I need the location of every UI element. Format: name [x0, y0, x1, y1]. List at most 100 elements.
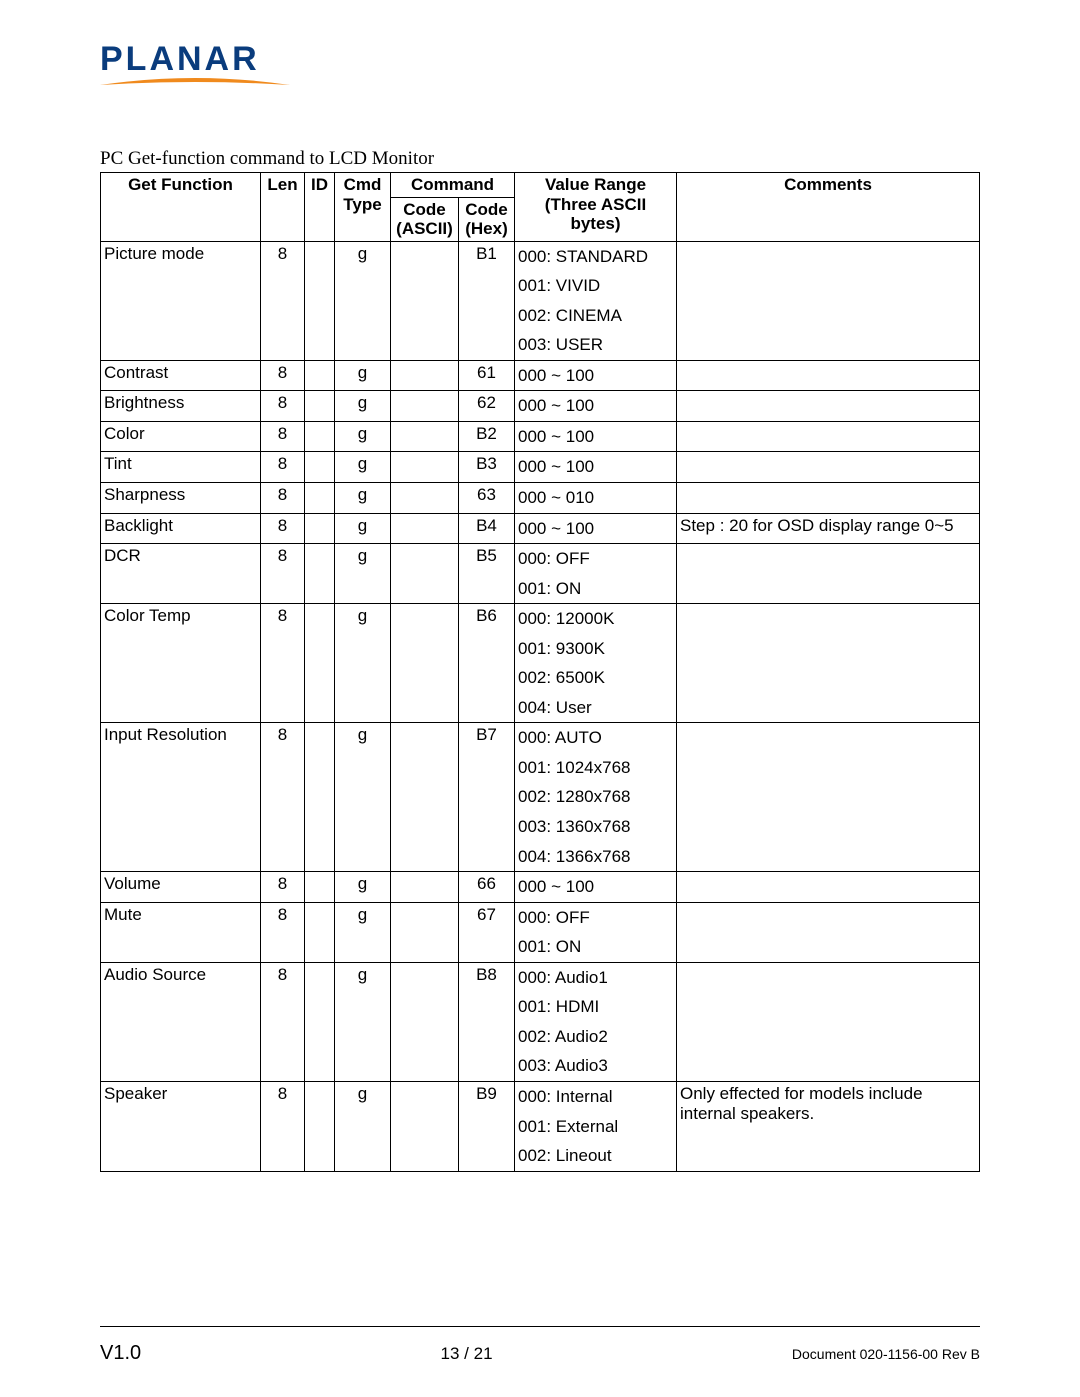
cell-id [305, 452, 335, 483]
value-range-line: 003: USER [518, 332, 673, 358]
cell-cmd-type: g [335, 513, 391, 544]
value-range-line: 002: 6500K [518, 665, 673, 695]
command-table: Get Function Len ID Cmd Type Command Val… [100, 172, 980, 1172]
value-range-line: 000 ~ 010 [518, 485, 673, 511]
cell-len: 8 [261, 962, 305, 1081]
cell-id [305, 360, 335, 391]
cell-comments [677, 391, 980, 422]
cell-function: Tint [101, 452, 261, 483]
cell-code-ascii [391, 452, 459, 483]
cell-value-range: 000 ~ 100 [515, 872, 677, 903]
cell-code-ascii [391, 421, 459, 452]
cell-id [305, 872, 335, 903]
cell-id [305, 241, 335, 360]
cell-id [305, 604, 335, 723]
value-range-line: 000: Audio1 [518, 965, 673, 995]
hdr-comments: Comments [677, 173, 980, 242]
value-range-line: 001: HDMI [518, 994, 673, 1024]
cell-comments [677, 452, 980, 483]
table-row: Brightness8g62000 ~ 100 [101, 391, 980, 422]
table-row: Tint8gB3000 ~ 100 [101, 452, 980, 483]
cell-function: Brightness [101, 391, 261, 422]
cell-function: Contrast [101, 360, 261, 391]
cell-code-ascii [391, 962, 459, 1081]
cell-code-ascii [391, 723, 459, 872]
cell-value-range: 000: OFF001: ON [515, 544, 677, 604]
cell-code-hex: B4 [459, 513, 515, 544]
cell-function: Mute [101, 902, 261, 962]
value-range-line: 000 ~ 100 [518, 424, 673, 450]
footer-rule [100, 1326, 980, 1327]
cell-id [305, 902, 335, 962]
cell-value-range: 000: Audio1001: HDMI002: Audio2003: Audi… [515, 962, 677, 1081]
cell-len: 8 [261, 513, 305, 544]
cell-comments [677, 483, 980, 514]
cell-cmd-type: g [335, 872, 391, 903]
cell-function: Sharpness [101, 483, 261, 514]
hdr-command: Command [391, 173, 515, 198]
table-row: Color8gB2000 ~ 100 [101, 421, 980, 452]
cell-cmd-type: g [335, 1081, 391, 1171]
cell-len: 8 [261, 872, 305, 903]
value-range-line: 000: STANDARD [518, 244, 673, 274]
table-caption: PC Get-function command to LCD Monitor [100, 148, 980, 170]
footer-page: 13 / 21 [441, 1344, 493, 1364]
cell-len: 8 [261, 902, 305, 962]
cell-code-hex: B8 [459, 962, 515, 1081]
cell-id [305, 962, 335, 1081]
cell-len: 8 [261, 723, 305, 872]
cell-code-ascii [391, 872, 459, 903]
value-range-line: 004: 1366x768 [518, 844, 673, 870]
cell-code-ascii [391, 391, 459, 422]
value-range-line: 001: 1024x768 [518, 755, 673, 785]
value-range-line: 001: ON [518, 576, 673, 602]
table-header: Get Function Len ID Cmd Type Command Val… [101, 173, 980, 242]
cell-code-hex: B7 [459, 723, 515, 872]
logo: PLANAR [100, 40, 980, 98]
value-range-line: 004: User [518, 695, 673, 721]
cell-function: Audio Source [101, 962, 261, 1081]
cell-id [305, 391, 335, 422]
cell-code-ascii [391, 1081, 459, 1171]
cell-code-ascii [391, 483, 459, 514]
value-range-line: 001: VIVID [518, 273, 673, 303]
cell-code-ascii [391, 241, 459, 360]
cell-cmd-type: g [335, 421, 391, 452]
cell-comments [677, 421, 980, 452]
page-footer: V1.0 13 / 21 Document 020-1156-00 Rev B [100, 1342, 980, 1365]
table-row: Mute8g67000: OFF001: ON [101, 902, 980, 962]
cell-value-range: 000 ~ 100 [515, 452, 677, 483]
cell-cmd-type: g [335, 962, 391, 1081]
cell-value-range: 000: AUTO001: 1024x768002: 1280x768003: … [515, 723, 677, 872]
cell-value-range: 000 ~ 100 [515, 421, 677, 452]
table-row: Color Temp8gB6000: 12000K001: 9300K002: … [101, 604, 980, 723]
table-row: Input Resolution8gB7000: AUTO001: 1024x7… [101, 723, 980, 872]
cell-value-range: 000 ~ 100 [515, 391, 677, 422]
value-range-line: 001: 9300K [518, 636, 673, 666]
cell-code-hex: B9 [459, 1081, 515, 1171]
value-range-line: 000 ~ 100 [518, 393, 673, 419]
cell-len: 8 [261, 544, 305, 604]
cell-function: Color Temp [101, 604, 261, 723]
value-range-line: 003: Audio3 [518, 1053, 673, 1079]
cell-function: DCR [101, 544, 261, 604]
cell-function: Picture mode [101, 241, 261, 360]
cell-comments [677, 544, 980, 604]
value-range-line: 002: Lineout [518, 1143, 673, 1169]
table-row: DCR8gB5000: OFF001: ON [101, 544, 980, 604]
hdr-code-hex: Code (Hex) [459, 197, 515, 241]
table-row: Volume8g66000 ~ 100 [101, 872, 980, 903]
cell-comments [677, 241, 980, 360]
cell-function: Color [101, 421, 261, 452]
cell-cmd-type: g [335, 452, 391, 483]
cell-id [305, 483, 335, 514]
cell-value-range: 000: Internal001: External002: Lineout [515, 1081, 677, 1171]
cell-len: 8 [261, 483, 305, 514]
table-row: Backlight8gB4000 ~ 100Step : 20 for OSD … [101, 513, 980, 544]
value-range-line: 003: 1360x768 [518, 814, 673, 844]
cell-cmd-type: g [335, 902, 391, 962]
value-range-line: 002: CINEMA [518, 303, 673, 333]
value-range-line: 000 ~ 100 [518, 363, 673, 389]
cell-id [305, 1081, 335, 1171]
value-range-line: 000: OFF [518, 905, 673, 935]
